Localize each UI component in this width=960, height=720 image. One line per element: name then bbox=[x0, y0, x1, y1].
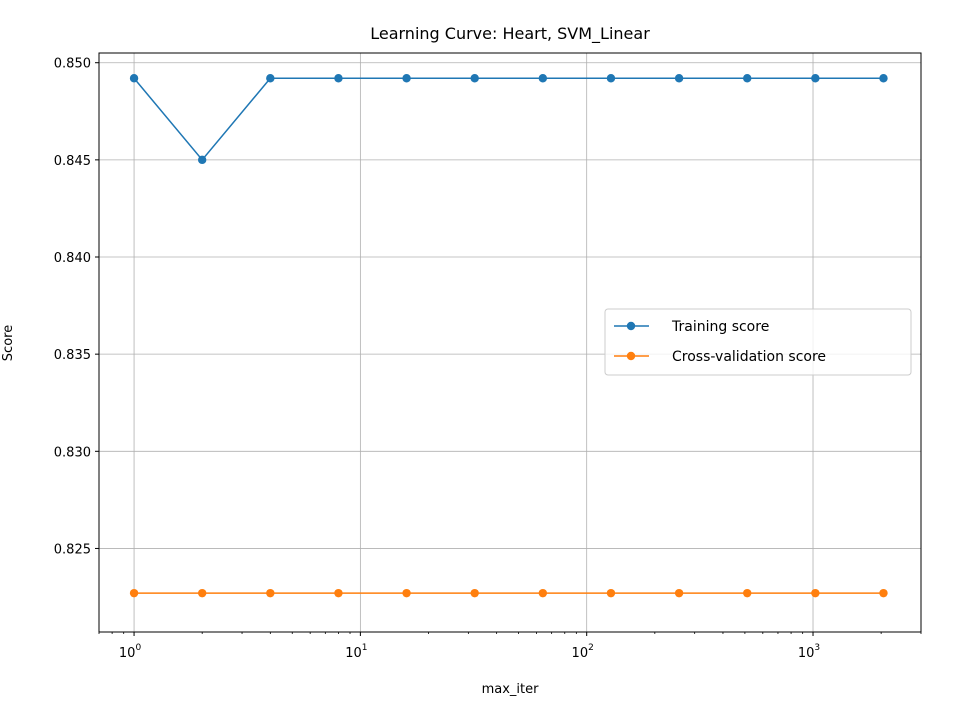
x-tick-label: 102 bbox=[572, 643, 594, 661]
series-0-point bbox=[811, 74, 820, 83]
legend-box bbox=[604, 308, 912, 376]
y-tick-label: 0.830 bbox=[54, 445, 91, 460]
series-0-point bbox=[538, 74, 548, 83]
series-0-point bbox=[743, 74, 752, 83]
series-1-point bbox=[811, 588, 820, 598]
series-0-point bbox=[129, 74, 139, 83]
series-1-point bbox=[879, 588, 888, 598]
plot-series bbox=[129, 74, 888, 598]
legend-marker bbox=[626, 351, 636, 361]
series-0-point bbox=[879, 74, 888, 83]
legend-label: Cross-validation score bbox=[672, 349, 826, 365]
y-tick-label: 0.850 bbox=[54, 57, 91, 72]
legend-label: Training score bbox=[671, 319, 769, 335]
series-1-point bbox=[538, 588, 548, 598]
grid-lines bbox=[99, 53, 921, 632]
series-0-point bbox=[470, 74, 479, 83]
y-tick-label: 0.825 bbox=[54, 542, 91, 557]
series-0-point bbox=[197, 155, 207, 165]
x-axis-label: max_iter bbox=[482, 682, 540, 697]
series-1-point bbox=[266, 588, 275, 598]
series-0-point bbox=[266, 74, 275, 83]
legend-marker bbox=[626, 321, 636, 331]
chart-title: Learning Curve: Heart, SVM_Linear bbox=[370, 24, 650, 44]
x-tick-label: 103 bbox=[798, 643, 820, 661]
series-1-point bbox=[470, 588, 479, 598]
y-tick-label: 0.840 bbox=[54, 251, 91, 266]
series-0-point bbox=[334, 74, 343, 83]
series-1-point bbox=[402, 588, 411, 598]
axis-ticks: 0.825 0.830 0.835 0.840 0.845 0.850 100 101 102 1… bbox=[54, 57, 922, 661]
series-0-point bbox=[674, 74, 684, 83]
series-1-point bbox=[197, 588, 207, 598]
y-tick-label: 0.845 bbox=[54, 154, 91, 169]
legend: Training score Cross-validation score bbox=[604, 308, 912, 376]
series-1-point bbox=[674, 588, 684, 598]
plot-area-frame bbox=[98, 52, 922, 633]
x-tick-label: 100 bbox=[119, 643, 142, 661]
y-tick-label: 0.835 bbox=[54, 348, 91, 363]
series-1-point bbox=[743, 588, 752, 598]
series-0-point bbox=[402, 74, 411, 83]
series-1-point bbox=[334, 588, 343, 598]
series-line-0 bbox=[133, 77, 884, 162]
y-axis-label: Score bbox=[1, 325, 16, 361]
series-0-point bbox=[606, 74, 616, 83]
x-tick-label: 101 bbox=[345, 643, 367, 661]
series-1-point bbox=[129, 588, 139, 598]
series-1-point bbox=[606, 588, 616, 598]
